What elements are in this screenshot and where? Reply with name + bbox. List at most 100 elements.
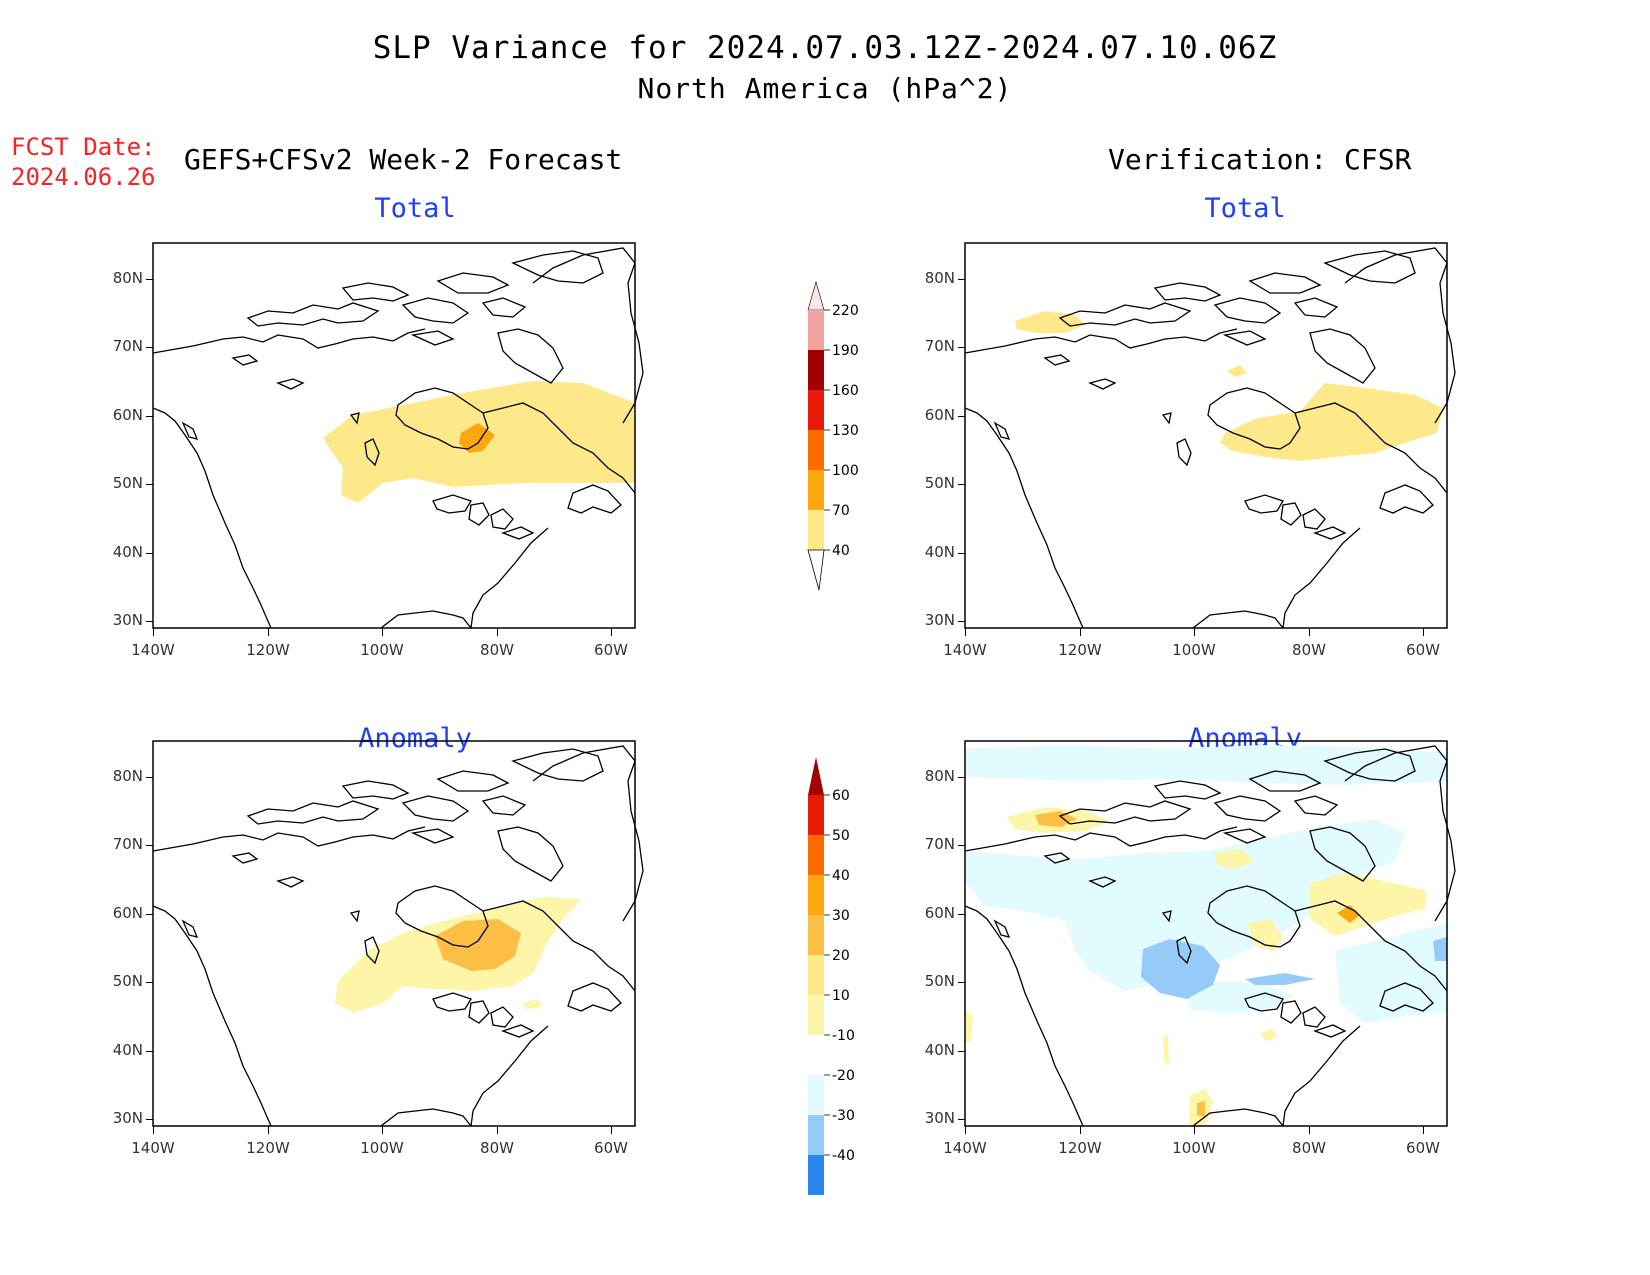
verification-anomaly-lon-label: 80W [1292, 1139, 1326, 1157]
anomaly-colorbar-box [808, 955, 824, 995]
verification-anomaly-lat-tick [958, 914, 965, 915]
verification-anomaly-lat-label: 30N [924, 1109, 955, 1127]
forecast-total-lat-tick [146, 347, 153, 348]
forecast-anomaly-title: Anomaly [358, 723, 472, 754]
verification-anomaly-shade-neg20-center [1141, 939, 1220, 999]
verification-total-lon-label: 60W [1406, 641, 1440, 659]
total-colorbar-box [808, 470, 824, 510]
verification-total-lon-tick [1423, 628, 1424, 636]
anomaly-colorbar-box [808, 1155, 824, 1195]
verification-anomaly-lon-label: 120W [1058, 1139, 1102, 1157]
forecast-total-lon-label: 80W [480, 641, 514, 659]
verification-total-shade-40-c [1220, 383, 1443, 461]
forecast-anomaly-shade-10-small [523, 999, 541, 1009]
verification-total-map [964, 242, 1456, 629]
verification-anomaly-lon-tick [1309, 1126, 1310, 1134]
forecast-total-map [152, 242, 644, 629]
verification-anomaly-shade-20-gulf [1197, 1101, 1205, 1117]
verification-total-lon-tick [1194, 628, 1195, 636]
verification-anomaly-shade-20-quebec [1337, 905, 1360, 923]
verification-total-title: Total [1204, 193, 1286, 224]
verification-total-lon-tick [1309, 628, 1310, 636]
verification-anomaly-lat-tick [958, 1119, 965, 1120]
total-colorbar-label: 100 [832, 463, 859, 479]
forecast-anomaly-lon-label: 80W [480, 1139, 514, 1157]
forecast-anomaly-lat-label: 50N [112, 972, 143, 990]
anomaly-colorbar-box [808, 995, 824, 1035]
forecast-anomaly-lon-label: 120W [246, 1139, 290, 1157]
verification-anomaly-lat-tick [958, 777, 965, 778]
verification-anomaly-lon-tick [965, 1126, 966, 1134]
forecast-anomaly-lat-label: 40N [112, 1041, 143, 1059]
fcst-date-label: FCST Date: 2024.06.26 [11, 132, 156, 192]
verification-anomaly-lon-tick [1423, 1126, 1424, 1134]
forecast-total-lat-tick [146, 416, 153, 417]
total-colorbar-box [808, 390, 824, 430]
verification-anomaly-shade-10-ontario [1247, 919, 1283, 951]
forecast-total-lat-label: 50N [112, 474, 143, 492]
verification-anomaly-lat-label: 60N [924, 904, 955, 922]
anomaly-colorbar-box [808, 1075, 824, 1115]
anomaly-colorbar-label: -10 [832, 1028, 855, 1044]
total-colorbar-label: 130 [832, 423, 859, 439]
verification-anomaly-shade-10-great-lakes [1260, 1029, 1277, 1041]
forecast-anomaly-lon-label: 60W [594, 1139, 628, 1157]
total-colorbar-label: 70 [832, 503, 850, 519]
forecast-anomaly-lon-tick [497, 1126, 498, 1134]
verification-anomaly-lat-label: 40N [924, 1041, 955, 1059]
total-colorbar: 40 70 100 130 160 190 220 [807, 280, 859, 591]
total-colorbar-box [808, 310, 824, 350]
verification-anomaly-lon-label: 100W [1172, 1139, 1216, 1157]
forecast-anomaly-lat-tick [146, 777, 153, 778]
verification-anomaly-shade-20-alaska [1035, 811, 1077, 827]
verification-total-lat-tick [958, 484, 965, 485]
anomaly-colorbar: 60 50 40 30 20 10 -10 -20 -30 -40 [808, 757, 855, 1195]
anomaly-colorbar-label: -20 [832, 1068, 855, 1084]
verification-total-lat-label: 60N [924, 406, 955, 424]
verification-total-lat-tick [958, 347, 965, 348]
verification-anomaly-shade-neg10-north [965, 745, 1447, 785]
forecast-anomaly-lat-label: 80N [112, 767, 143, 785]
total-colorbar-label: 160 [832, 383, 859, 399]
verification-anomaly-lon-tick [1080, 1126, 1081, 1134]
fcst-date-label-text: FCST Date: [11, 133, 156, 161]
main-title: SLP Variance for 2024.07.03.12Z-2024.07.… [372, 30, 1278, 66]
forecast-anomaly-lat-label: 30N [112, 1109, 143, 1127]
forecast-anomaly-lon-tick [611, 1126, 612, 1134]
forecast-anomaly-lon-tick [382, 1126, 383, 1134]
forecast-total-lat-label: 40N [112, 543, 143, 561]
anomaly-colorbar-box [808, 835, 824, 875]
forecast-anomaly-lon-label: 100W [360, 1139, 404, 1157]
anomaly-colorbar-label: 30 [832, 908, 850, 924]
total-colorbar-label: 220 [832, 303, 859, 319]
verification-total-lat-label: 30N [924, 611, 955, 629]
forecast-anomaly-map [152, 740, 644, 1127]
total-colorbar-top-triangle [807, 280, 825, 311]
verification-anomaly-shade-10-west-edge [965, 1011, 973, 1043]
forecast-anomaly-lat-tick [146, 845, 153, 846]
forecast-total-lon-label: 120W [246, 641, 290, 659]
verification-total-shade-40-a [1015, 311, 1085, 333]
verification-anomaly-lon-label: 60W [1406, 1139, 1440, 1157]
anomaly-colorbar-label: 40 [832, 868, 850, 884]
anomaly-colorbar-box [808, 795, 824, 835]
verification-total-lat-tick [958, 416, 965, 417]
verification-anomaly-lat-tick [958, 845, 965, 846]
forecast-column-title: GEFS+CFSv2 Week-2 Forecast [184, 143, 623, 176]
verification-total-lat-tick [958, 621, 965, 622]
verification-column-title: Verification: CFSR [1108, 143, 1412, 176]
verification-total-lat-label: 70N [924, 337, 955, 355]
forecast-total-lon-label: 100W [360, 641, 404, 659]
verification-total-lon-tick [1080, 628, 1081, 636]
verification-total-lat-label: 40N [924, 543, 955, 561]
anomaly-colorbar-box [808, 1115, 824, 1155]
verification-anomaly-shade-10-small-center [1163, 1034, 1169, 1063]
anomaly-colorbar-label: 60 [832, 788, 850, 804]
forecast-total-lon-tick [611, 628, 612, 636]
verification-anomaly-lat-label: 70N [924, 835, 955, 853]
forecast-anomaly-lon-tick [268, 1126, 269, 1134]
anomaly-colorbar-label: -40 [832, 1148, 855, 1164]
anomaly-colorbar-top-triangle [808, 757, 824, 795]
forecast-anomaly-shade-20 [435, 919, 521, 971]
verification-anomaly-lon-label: 140W [943, 1139, 987, 1157]
